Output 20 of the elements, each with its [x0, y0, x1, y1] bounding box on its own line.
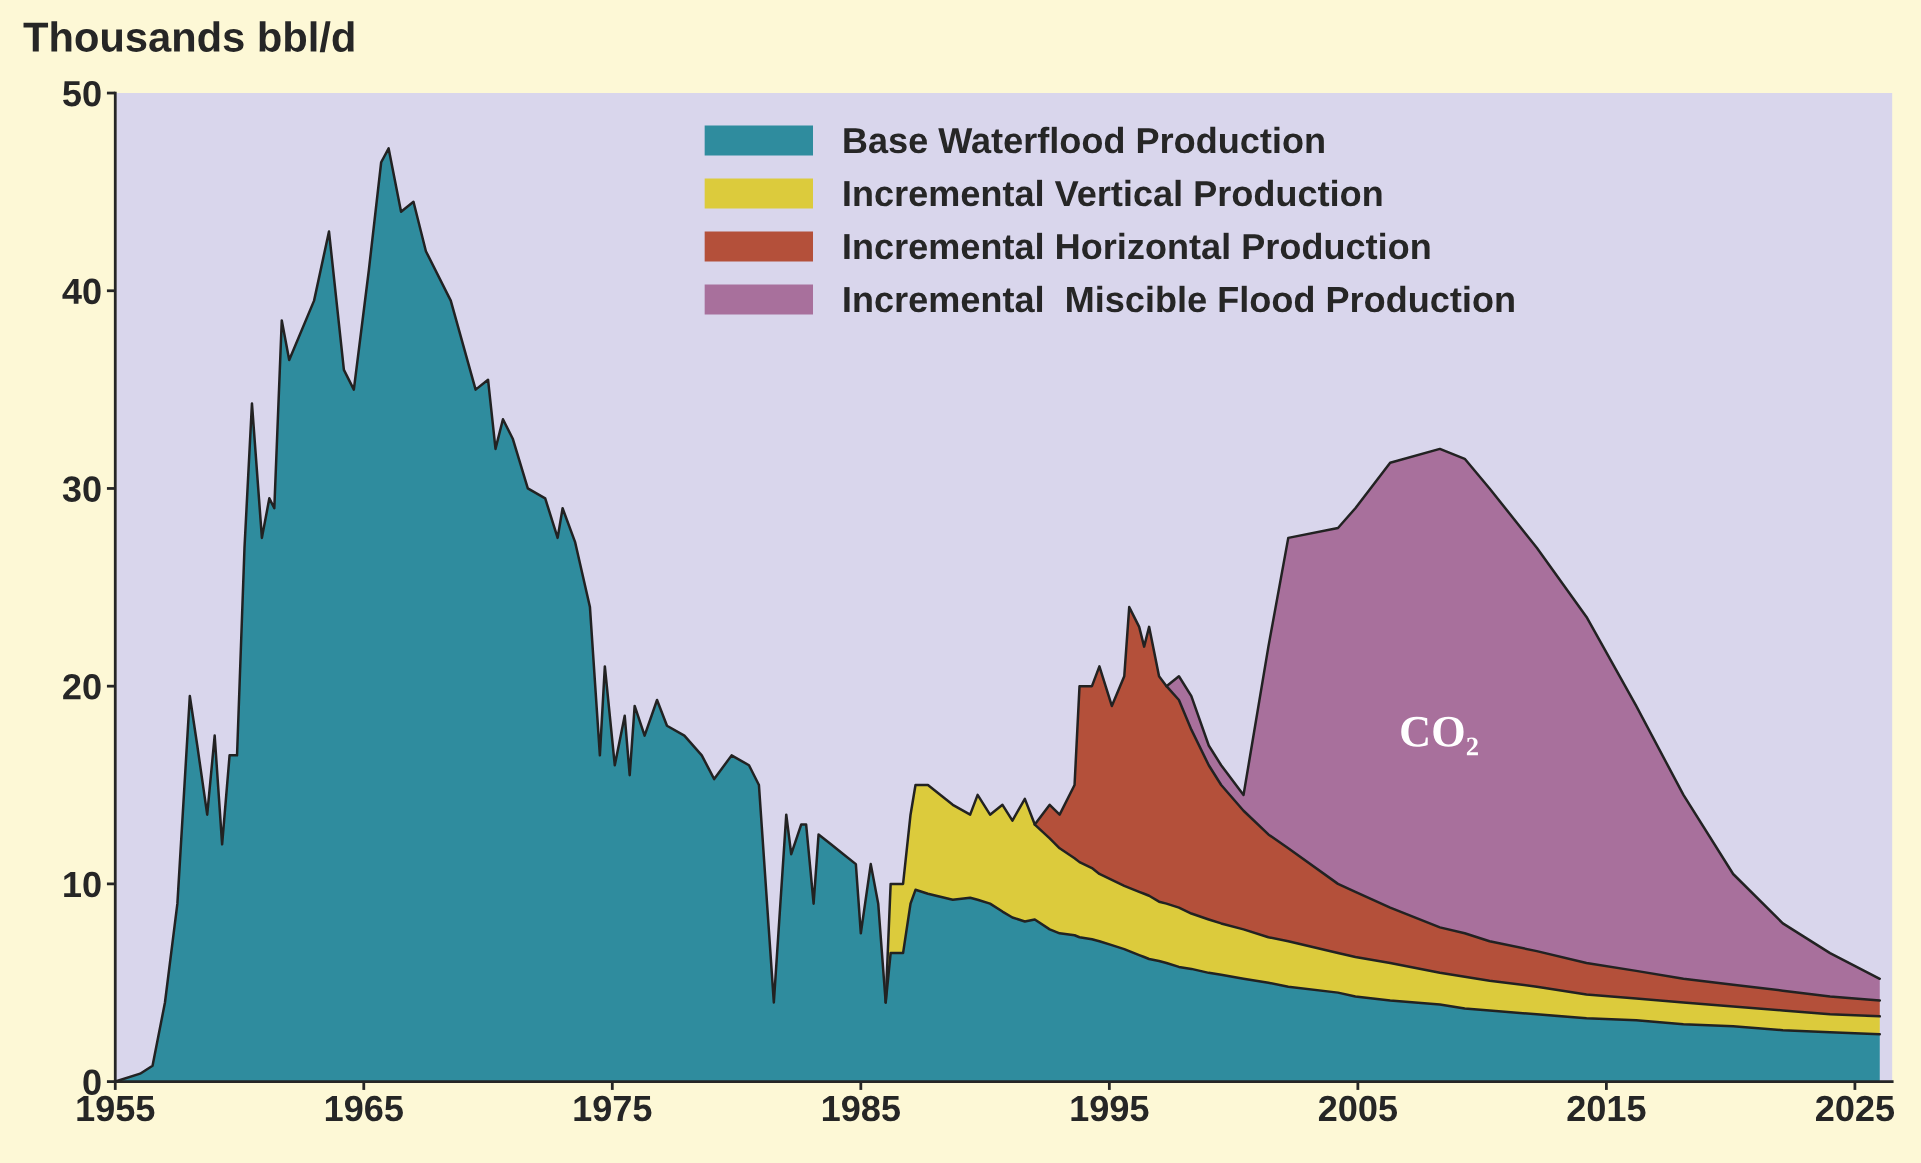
y-tick-label: 20: [63, 674, 101, 700]
y-tick-label: 0: [83, 1069, 101, 1096]
legend-label: Incremental Miscible Flood Production: [844, 285, 1514, 313]
y-tick-label: 40: [62, 278, 101, 305]
x-tick-label: 1985: [822, 1095, 900, 1122]
y-axis-title: Thousands bbl/d: [23, 21, 354, 53]
y-tick-label: 30: [62, 476, 101, 502]
x-tick-label: 2005: [1318, 1095, 1398, 1122]
x-tick-label: 1995: [1071, 1095, 1149, 1122]
x-tick-label: 1955: [77, 1095, 155, 1122]
y-tick-label: 10: [64, 871, 101, 898]
legend-label: Base Waterflood Production: [844, 126, 1324, 154]
x-tick-label: 2015: [1567, 1095, 1646, 1122]
legend-label: Incremental Vertical Production: [844, 179, 1382, 207]
annotation: CO₂: [1401, 716, 1478, 756]
legend-label: Incremental Horizontal Production: [844, 232, 1430, 260]
x-tick-label: 1965: [325, 1095, 403, 1122]
y-tick-label: 50: [63, 80, 101, 107]
x-tick-label: 1975: [574, 1095, 652, 1122]
x-tick-label: 2025: [1816, 1095, 1895, 1122]
